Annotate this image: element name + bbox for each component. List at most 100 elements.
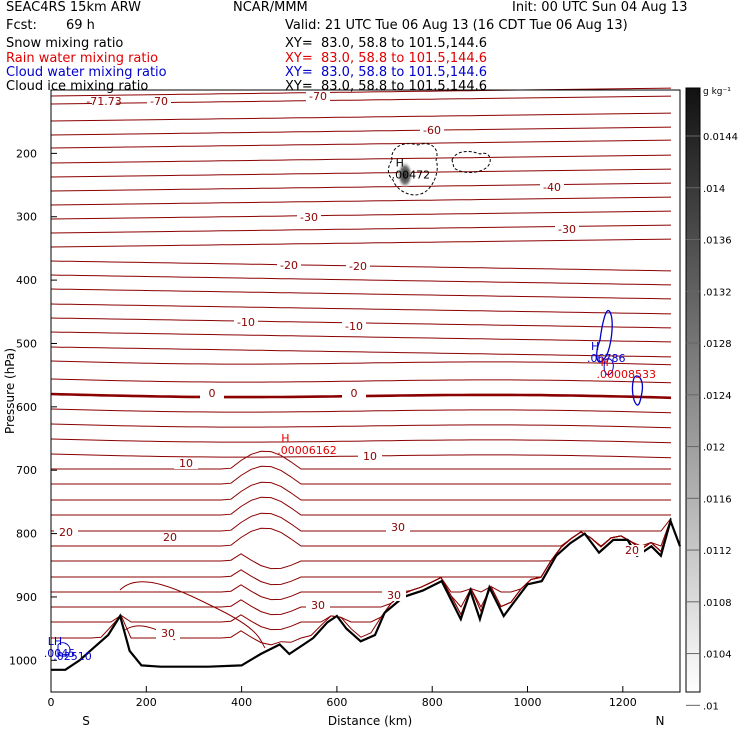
temperature-contour-line [50, 288, 672, 300]
terrain-line [51, 517, 682, 671]
contour-label: 0 [351, 387, 358, 400]
colorbar: 0.0144 .014 .0136 .0132 .0128 .0124 .012 .0116.… [685, 87, 738, 712]
contour-label-bg [234, 317, 258, 328]
contour-label-bg [342, 388, 366, 399]
contour-label-bg [382, 590, 406, 601]
temperature-contour-line [51, 518, 672, 631]
colorbar-tick-label: .01 [703, 701, 719, 712]
cloud-water-contour [596, 309, 613, 363]
temperature-contour-line [50, 331, 672, 343]
contour-label: -40 [543, 181, 561, 194]
cloud-features [57, 143, 644, 657]
contour-label-bg [346, 261, 370, 272]
axes: 0 200 400 600 800 1000 12002003004005006007008… [3, 89, 681, 728]
y-tick-label: 800 [16, 528, 37, 541]
contour-label-bg [54, 527, 78, 538]
colorbar-tick-label: .0112 [703, 546, 732, 557]
colorbar-tick-label: .0128 [703, 339, 732, 350]
contour-label-bg [174, 458, 198, 469]
contour-label-bg [92, 96, 116, 107]
colorbar-unit: g kg⁻¹ [703, 87, 731, 97]
cloud-water-contour [57, 642, 71, 657]
plot-frame [50, 89, 681, 693]
x-axis-title: Distance (km) [328, 714, 412, 728]
colorbar-tick-label: .0108 [703, 598, 732, 609]
temperature-contour-line [51, 450, 671, 470]
y-axis-title: Pressure (hPa) [3, 348, 17, 434]
contour-label: 10 [179, 457, 193, 470]
snow-contour [387, 143, 438, 196]
y-tick-label: 700 [16, 464, 37, 477]
contour-label: -20 [349, 260, 367, 273]
contour-label: -71.73 [86, 95, 121, 108]
contour-label-bg [540, 182, 564, 193]
contour-label-bg [277, 260, 301, 271]
contour-label-bg [156, 628, 180, 639]
temperature-contour-line [50, 112, 672, 122]
maximum-marker: H [601, 356, 609, 369]
maximum-marker: H [591, 340, 599, 353]
x-tick-label: 800 [422, 696, 443, 709]
model-title: SEAC4RS 15km ARW [6, 0, 142, 15]
colorbar-tick-label: .0116 [703, 494, 732, 505]
temperature-contour-line [50, 87, 672, 97]
temperature-contours [50, 87, 672, 649]
contour-label-bg [358, 451, 382, 462]
y-tick-label: 400 [16, 274, 37, 287]
temperature-contour-line [50, 126, 672, 136]
contour-label: -30 [558, 223, 576, 236]
org-label: NCAR/MMM [233, 0, 308, 15]
maximum-value-label: .0045 [44, 647, 76, 660]
temperature-contour-line [50, 139, 672, 149]
temperature-contour-line [50, 274, 672, 286]
contour-label: -30 [300, 211, 318, 224]
cloud-water-contour [603, 358, 614, 376]
maximum-value-label: .00472 [392, 168, 431, 181]
x-tick-label: 0 [48, 696, 55, 709]
field-rain-xy: XY= 83.0, 58.8 to 101.5,144.6 [285, 51, 488, 66]
contour-label: -60 [423, 124, 441, 137]
y-tick-label: 300 [16, 211, 37, 224]
maximum-value-label: .06786 [587, 352, 626, 365]
temperature-contour-line [51, 518, 672, 570]
contour-label: -10 [345, 320, 363, 333]
contour-label-bg [158, 532, 182, 543]
temperature-contour-line [50, 303, 672, 315]
temperature-contour-line [50, 154, 672, 164]
contour-label: 30 [387, 589, 401, 602]
temperature-contour-line [51, 518, 672, 646]
terrain-layer [51, 517, 682, 671]
contour-label-bg [555, 224, 579, 235]
fcst-value: 69 h [66, 18, 95, 33]
contour-label-bg [306, 91, 330, 102]
y-tick-label: 200 [16, 147, 37, 160]
contour-label-bg [200, 388, 224, 399]
maximum-marker: H [396, 156, 404, 169]
temperature-contour-line [51, 465, 671, 485]
valid-time: Valid: 21 UTC Tue 06 Aug 13 (16 CDT Tue … [285, 18, 628, 33]
field-snow-name: Snow mixing ratio [6, 36, 124, 51]
temperature-contour-line [50, 346, 672, 358]
colorbar-tick-label: .0124 [703, 391, 732, 402]
x-tick-label: 200 [136, 696, 157, 709]
colorbar-ramp [685, 87, 701, 693]
maximum-marker: H [281, 432, 289, 445]
temperature-contour-line [50, 378, 672, 384]
y-tick-label: 600 [16, 401, 37, 414]
temperature-contour-line [50, 196, 672, 206]
temperature-contour-line [50, 438, 672, 444]
contour-label-bg [386, 522, 410, 533]
cloud-ice-maximum-blob [397, 161, 413, 189]
south-end-label: S [82, 714, 90, 728]
field-cloudwater-xy: XY= 83.0, 58.8 to 101.5,144.6 [285, 65, 488, 80]
x-tick-label: 1200 [609, 696, 637, 709]
y-tick-label: 900 [16, 591, 37, 604]
temperature-contour-line [51, 496, 671, 516]
contour-label-bg [342, 321, 366, 332]
contour-label: -20 [280, 259, 298, 272]
field-snow-xy: XY= 83.0, 58.8 to 101.5,144.6 [285, 36, 488, 51]
temperature-contour-line [50, 168, 672, 178]
contour-label-bg [297, 212, 321, 223]
fcst-label: Fcst: [6, 18, 37, 33]
